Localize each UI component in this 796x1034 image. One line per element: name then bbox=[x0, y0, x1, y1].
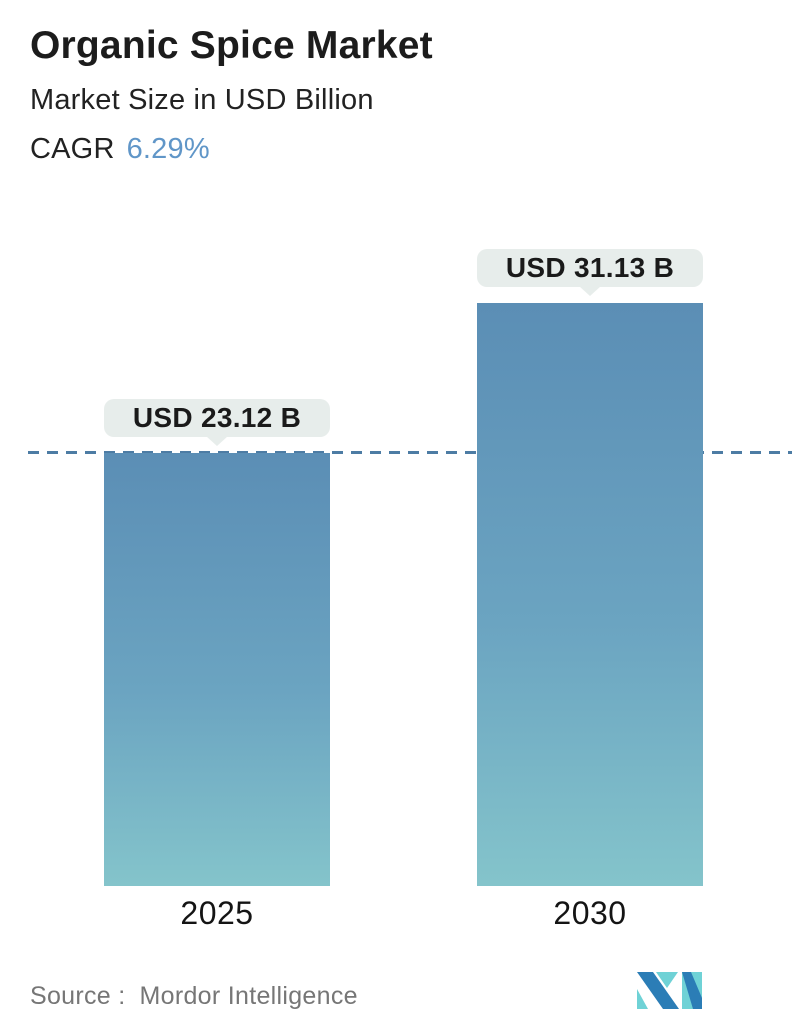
bar-group-2030: USD 31.13 B 2030 bbox=[477, 249, 703, 931]
cagr-label: CAGR bbox=[30, 133, 115, 165]
x-axis-label-2025: 2025 bbox=[180, 895, 254, 931]
cagr-line: CAGR 6.29% bbox=[30, 133, 210, 166]
value-callout-2025: USD 23.12 B bbox=[104, 399, 330, 437]
value-callout-2030: USD 31.13 B bbox=[477, 249, 703, 287]
bar-2030 bbox=[477, 303, 703, 886]
bar-2025 bbox=[104, 453, 330, 886]
cagr-value: 6.29% bbox=[126, 133, 210, 165]
baseline-dashed-line bbox=[28, 451, 792, 454]
x-axis-label-2030: 2030 bbox=[553, 895, 627, 931]
source-value: Mordor Intelligence bbox=[139, 982, 358, 1010]
source-label: Source : bbox=[30, 982, 126, 1010]
source-line: Source : Mordor Intelligence bbox=[30, 982, 358, 1011]
page-title: Organic Spice Market bbox=[30, 24, 433, 67]
mordor-intelligence-logo-icon bbox=[637, 972, 702, 1009]
chart-subtitle: Market Size in USD Billion bbox=[30, 84, 374, 116]
bar-group-2025: USD 23.12 B 2025 bbox=[104, 399, 330, 931]
